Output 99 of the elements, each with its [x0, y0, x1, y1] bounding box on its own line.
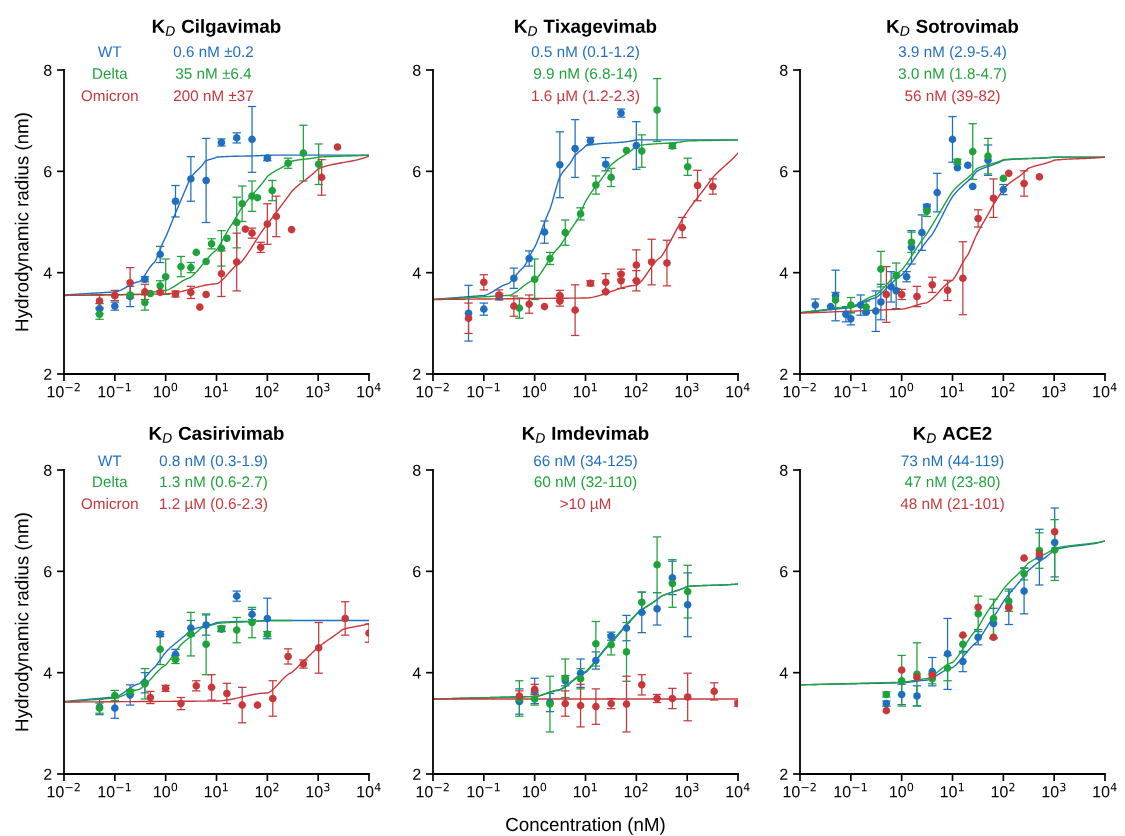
annotation: 200 nM ±37	[173, 90, 253, 102]
x-tick-label: 10$^{1}$	[940, 383, 964, 398]
y-tick-label: 6	[44, 565, 52, 578]
y-axis-title: Hydrodynamic radius (nm)	[14, 113, 33, 331]
x-tick-label: 10$^{−1}$	[98, 383, 131, 398]
x-tick-label: 10$^{1}$	[573, 383, 597, 398]
y-tick-label: 4	[412, 667, 421, 679]
y-tick-label: 4	[779, 267, 788, 279]
text: 0.8 nM (0.3-1.9)	[159, 454, 267, 470]
text: 0.5 nM (0.1-1.2)	[531, 45, 639, 61]
x-tick-label: 10$^{−1}$	[98, 783, 131, 798]
annotation: 9.9 nM (6.8-14)	[534, 67, 637, 82]
y-tick-label: 6	[780, 565, 788, 578]
y-tick-label: 8	[780, 464, 788, 476]
y-tick-label: 4	[779, 667, 788, 679]
x-tick-label: 10$^{−1}$	[834, 383, 867, 398]
x-tick-label: 10$^{0}$	[890, 382, 914, 398]
x-tick-label: 10$^{−2}$	[47, 382, 80, 398]
x-tick-label: 10$^{−2}$	[783, 782, 816, 798]
y-tick-label: 2	[44, 768, 52, 780]
y-tick-label: 2	[413, 768, 421, 780]
text: WT	[97, 46, 122, 57]
text: 66 nM (34-125)	[534, 454, 637, 470]
x-tick-label: 10$^{0}$	[154, 782, 178, 798]
annotation: 60 nM (32-110)	[534, 475, 637, 491]
text: Delta	[93, 67, 128, 79]
y-tick-label: 6	[780, 165, 788, 178]
x-tick-label: 10$^{−2}$	[783, 382, 816, 398]
x-tick-label: 10$^{0}$	[523, 382, 547, 398]
x-tick-label: 10$^{3}$	[675, 382, 699, 398]
annotation: 48 nM (21-101)	[900, 497, 1004, 513]
chart-title: K$_{D}$ Cilgavimab	[152, 19, 281, 37]
x-tick-label: 10$^{2}$	[255, 782, 279, 798]
text: Omicron	[81, 497, 138, 510]
x-tick-label: 10$^{2}$	[991, 382, 1015, 398]
y-tick-label: 8	[44, 464, 52, 476]
text: 3.9 nM (2.9-5.4)	[898, 45, 1006, 61]
text: Delta	[93, 475, 128, 488]
y-tick-label: 4	[43, 667, 52, 679]
chart-title: K$_{D}$ ACE2	[913, 426, 992, 443]
y-tick-label: 8	[413, 464, 421, 476]
x-tick-label: 10$^{4}$	[726, 383, 750, 398]
y-tick-label: 2	[780, 768, 788, 780]
chart-title: K$_{D}$ Sotrovimab	[887, 19, 1019, 36]
y-tick-label: 8	[413, 64, 421, 76]
x-tick-label: 10$^{3}$	[1042, 382, 1066, 398]
text: 73 nM (44-119)	[901, 454, 1004, 470]
y-tick-label: 4	[43, 267, 52, 279]
x-tick-label: 10$^{−2}$	[416, 782, 449, 798]
chart-title: K$_{D}$ Casirivimab	[149, 426, 284, 443]
x-tick-label: 10$^{1}$	[573, 783, 597, 798]
y-tick-label: 8	[44, 64, 52, 76]
x-tick-label: 10$^{−2}$	[47, 782, 80, 798]
x-tick-label: 10$^{2}$	[991, 782, 1015, 798]
x-tick-label: 10$^{−1}$	[467, 383, 500, 398]
y-tick-label: 6	[413, 565, 421, 578]
text: WT	[97, 455, 122, 467]
x-tick-label: 10$^{4}$	[1093, 383, 1117, 398]
x-tick-label: 10$^{−1}$	[467, 783, 500, 798]
chart-title: K$_{D}$ Imdevimab	[522, 426, 649, 443]
x-tick-label: 10$^{−2}$	[416, 382, 449, 398]
annotation: 1.2 µM (0.6-2.3)	[160, 497, 267, 513]
x-tick-label: 10$^{1}$	[940, 783, 964, 798]
x-tick-label: 10$^{4}$	[357, 383, 381, 398]
annotation: >10 µM	[560, 498, 611, 513]
x-tick-label: 10$^{−1}$	[834, 783, 867, 798]
x-tick-label: 10$^{3}$	[306, 782, 330, 798]
x-tick-label: 10$^{3}$	[1042, 782, 1066, 798]
y-tick-label: 2	[44, 368, 52, 380]
annotation: 47 nM (23-80)	[904, 475, 1000, 491]
x-tick-label: 10$^{4}$	[1093, 783, 1117, 798]
y-tick-label: 8	[780, 64, 788, 76]
x-tick-label: 10$^{2}$	[624, 782, 648, 798]
y-tick-label: 6	[413, 165, 421, 178]
annotation: 3.0 nM (1.8-4.7)	[898, 67, 1006, 82]
x-tick-label: 10$^{0}$	[154, 382, 178, 398]
annotation: 35 nM ±6.4	[175, 68, 252, 79]
annotation: 56 nM (39-82)	[905, 89, 1000, 105]
x-tick-label: 10$^{4}$	[726, 783, 750, 798]
x-tick-label: 10$^{2}$	[255, 382, 279, 398]
y-tick-label: 4	[412, 267, 421, 279]
y-tick-label: 2	[413, 368, 421, 380]
x-tick-label: 10$^{3}$	[675, 782, 699, 798]
text: 0.6 nM ±0.2	[173, 46, 253, 58]
text: Omicron	[81, 89, 138, 102]
x-axis-title: Concentration (nM)	[506, 817, 665, 835]
x-tick-label: 10$^{1}$	[204, 383, 228, 398]
y-axis-title: Hydrodynamic radius (nm)	[14, 513, 33, 731]
y-tick-label: 2	[780, 368, 788, 380]
y-tick-label: 6	[44, 165, 52, 178]
x-tick-label: 10$^{4}$	[357, 783, 381, 798]
chart-title: K$_{D}$ Tixagevimab	[515, 19, 657, 37]
annotation: 1.6 µM (1.2-2.3)	[532, 89, 640, 105]
x-tick-label: 10$^{2}$	[624, 382, 648, 398]
x-tick-label: 10$^{0}$	[523, 782, 547, 798]
annotation: 1.3 nM (0.6-2.7)	[160, 475, 267, 491]
x-tick-label: 10$^{0}$	[890, 782, 914, 798]
x-tick-label: 10$^{3}$	[306, 382, 330, 398]
x-tick-label: 10$^{1}$	[204, 783, 228, 798]
